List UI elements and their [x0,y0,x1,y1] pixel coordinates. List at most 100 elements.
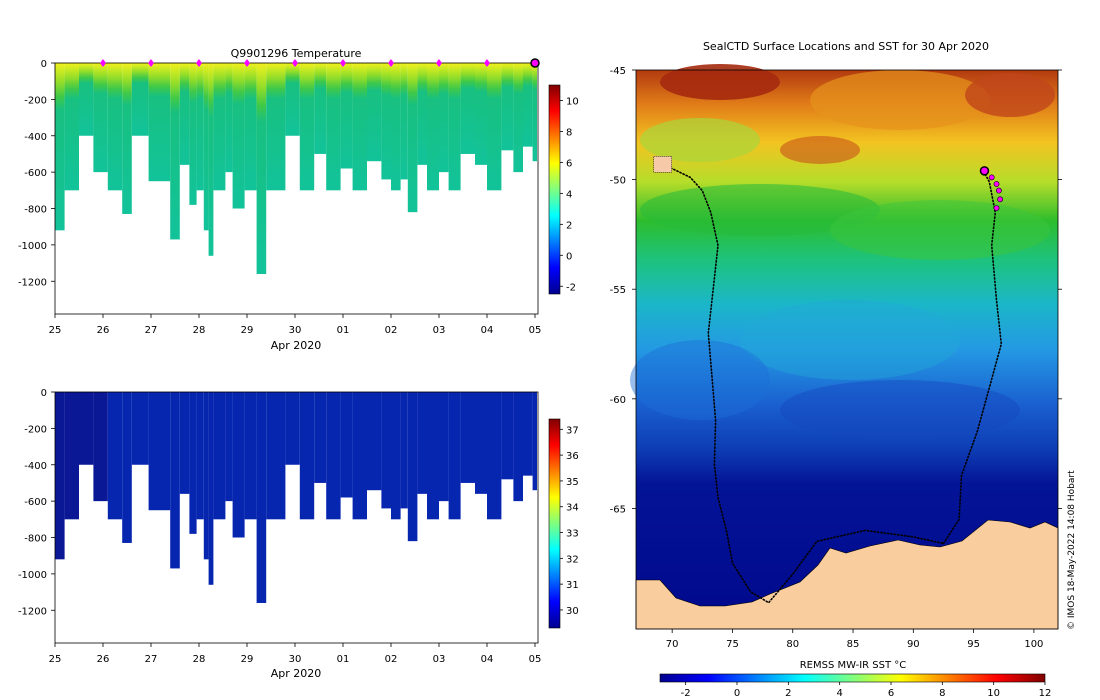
colorbar-tick-label: 35 [566,477,579,488]
surface-profile-point [997,196,1004,203]
longitude-tick-label: 85 [847,639,860,650]
temperature-colorbar-ticks: 10 8 6 4 2 0 -2 [560,96,579,293]
longitude-tick-label: 75 [726,639,739,650]
salinity-profile-column [439,392,449,502]
longitude-tick-label: 70 [666,639,679,650]
salinity-y-axis: 0 -200 -400 -600 -800 -1000 -1200 [18,388,55,617]
salinity-profile-column [352,392,367,520]
salinity-profile-column [256,392,267,603]
colorbar-tick-label: 33 [566,529,579,540]
colorbar-tick-label: 6 [566,158,572,169]
latitude-tick-label: -65 [610,504,626,515]
y-tick-label: -1000 [18,241,47,252]
colorbar-tick-label: 4 [566,189,572,200]
x-tick-label: 01 [337,325,350,336]
salinity-profile-column [208,392,214,585]
salinity-profile-column [299,392,315,520]
temperature-profile-column [407,63,418,213]
temperature-profile-column [170,63,180,240]
salinity-profile-column [244,392,257,520]
colorbar-tick-label: 30 [566,606,579,617]
colorbar-tick-label: 36 [566,451,579,462]
salinity-profile-column [55,392,65,560]
sst-map-latitude-axis: -45 -50 -55 -60 -65 [610,66,1062,515]
profile-marker [388,59,394,67]
seal-tracks [656,163,1003,604]
x-tick-label: 26 [97,654,110,665]
x-tick-label: 26 [97,325,110,336]
y-tick-label: -800 [24,205,47,216]
surface-profile-point [993,181,1000,187]
sst-map-panel: SealCTD Surface Locations and SST for 30… [610,40,1077,699]
temperature-profile-column [148,63,171,182]
salinity-x-axis-label: Apr 2020 [271,667,322,680]
salinity-colorbar [548,418,561,629]
temperature-profile-column [513,63,523,173]
sst-colorbar-tick-label: 0 [734,688,740,699]
salinity-profile-column [170,392,180,569]
profile-marker [292,59,298,67]
salinity-profile-column [148,392,171,511]
colorbar-tick-label: 31 [566,580,579,591]
salinity-profile-column [131,392,149,465]
y-tick-label: -200 [24,95,47,106]
temperature-profile-column [439,63,449,173]
salinity-profile-column [532,392,537,491]
x-tick-label: 01 [337,654,350,665]
temperature-profile-column [79,63,94,136]
sst-colorbar-ticks: -2 0 2 4 6 8 10 12 [681,682,1052,699]
sst-colorbar-tick-label: 10 [987,688,1000,699]
salinity-profile-column [367,392,382,491]
deployment-site-marker [653,155,673,173]
temperature-profile-column [213,63,226,191]
salinity-plot-frame [54,391,539,644]
salinity-profile-column [381,392,391,509]
x-tick-label: 03 [433,654,446,665]
temperature-profile-column [107,63,123,191]
salinity-profile-column [122,392,132,543]
temperature-profile-column [417,63,427,165]
colorbar-tick-label: 8 [566,127,572,138]
latitude-tick-label: -45 [610,66,626,77]
temperature-profile-column [225,63,233,173]
profile-marker [100,59,106,67]
colorbar-tick-label: 32 [566,554,579,565]
x-tick-label: 30 [289,325,302,336]
salinity-profile-column [213,392,226,520]
salinity-profile-column [266,392,286,520]
temperature-profile-column [93,63,108,173]
x-tick-label: 27 [145,325,158,336]
y-tick-label: -1200 [18,606,47,617]
x-tick-label: 29 [241,654,254,665]
surface-profile-point [996,187,1002,194]
temperature-profile-column [203,63,209,231]
profile-marker [436,59,442,67]
salinity-profiles [55,392,537,603]
temperature-profile-column [381,63,391,180]
sst-colorbar-tick-label: 6 [888,688,894,699]
x-tick-label: 02 [385,654,398,665]
surface-profile-point [988,174,995,181]
y-tick-label: -400 [24,461,47,472]
sst-colorbar-tick-label: 2 [785,688,791,699]
x-tick-label: 25 [49,325,62,336]
salinity-profile-column [417,392,427,494]
temperature-profile-column [55,63,65,231]
temperature-profiles [55,63,537,274]
temperature-x-axis: 25 26 27 28 29 30 01 02 03 04 05 [49,314,541,336]
surface-profile-point [993,205,1000,212]
sst-colorbar-tick-label: 12 [1039,688,1052,699]
temperature-profile-column [131,63,149,136]
x-tick-label: 05 [529,654,542,665]
temperature-profile-column [427,63,439,191]
salinity-profile-column [314,392,327,483]
salinity-profile-column [523,392,533,476]
salinity-profile-column [448,392,461,520]
x-tick-label: 04 [481,325,494,336]
temperature-profile-column [475,63,487,165]
temperature-profile-column [448,63,461,191]
temperature-profile-column [501,63,514,151]
sst-colorbar-tick-label: 8 [939,688,945,699]
temperature-profile-column [232,63,245,209]
x-tick-label: 04 [481,654,494,665]
